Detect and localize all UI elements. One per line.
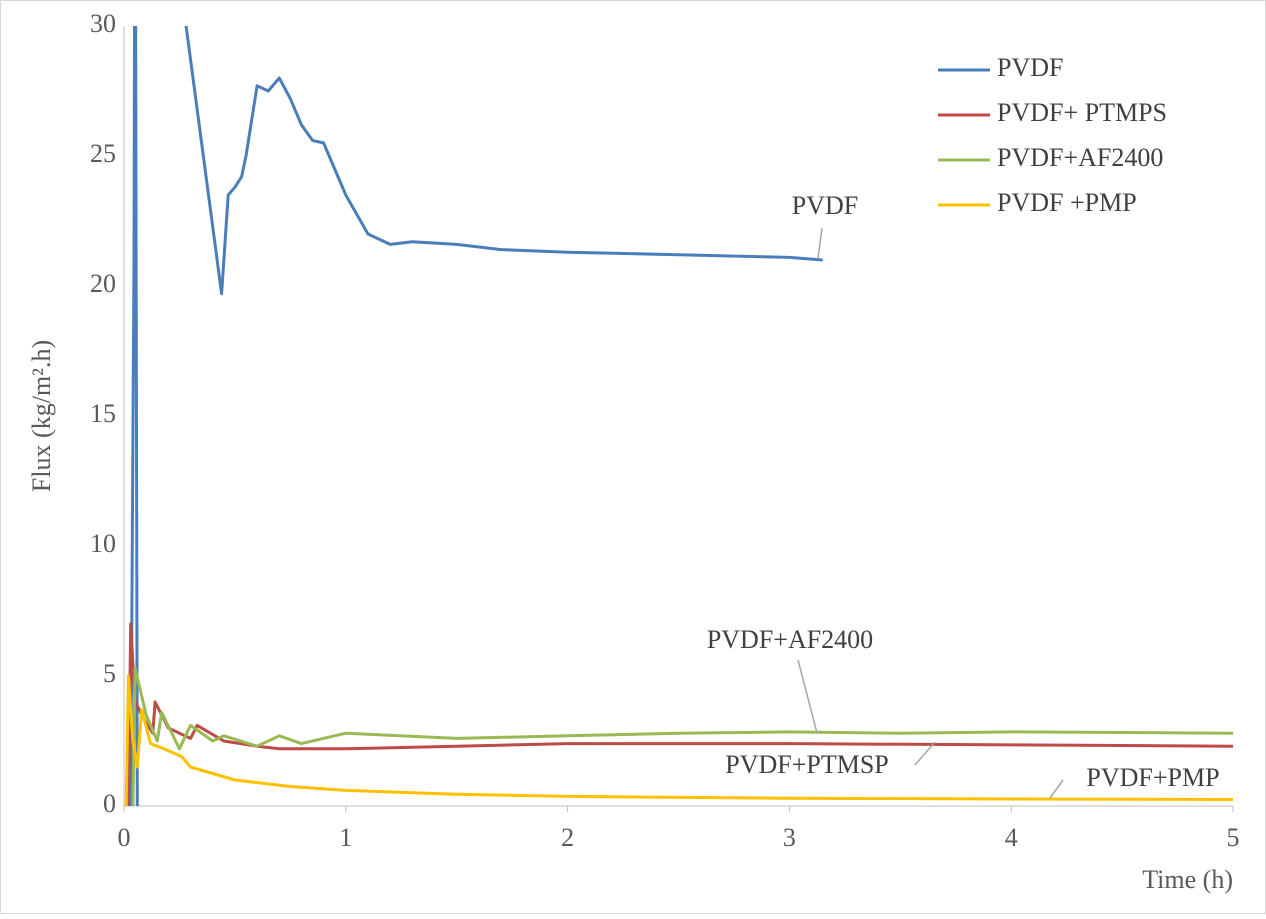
annotation-leader [797, 659, 818, 734]
y-tick-label: 10 [90, 529, 116, 558]
y-tick-label: 25 [90, 139, 116, 168]
annotation-leader [817, 227, 823, 259]
series-line [124, 674, 1233, 806]
annotation: PVDF+PTMSP [725, 750, 889, 779]
annotation-leader [1049, 779, 1064, 799]
legend-label: PVDF+AF2400 [997, 143, 1163, 172]
y-tick-label: 5 [103, 659, 116, 688]
legend-label: PVDF+ PTMPS [997, 98, 1167, 127]
x-tick-label: 3 [783, 823, 796, 852]
x-tick-label: 2 [561, 823, 574, 852]
annotation-leader [914, 741, 936, 766]
legend-label: PVDF [997, 53, 1063, 82]
x-tick-label: 5 [1227, 823, 1240, 852]
series-line [129, 26, 823, 806]
y-axis-title: Flux (kg/m².h) [27, 340, 56, 492]
x-axis-title: Time (h) [1142, 865, 1233, 894]
series-line [131, 666, 1233, 806]
annotation: PVDF+AF2400 [707, 625, 873, 654]
y-tick-label: 30 [90, 9, 116, 38]
y-tick-label: 20 [90, 269, 116, 298]
x-tick-label: 0 [118, 823, 131, 852]
annotation: PVDF+PMP [1086, 763, 1219, 792]
x-tick-label: 1 [339, 823, 352, 852]
y-tick-label: 0 [103, 789, 116, 818]
x-tick-label: 4 [1005, 823, 1018, 852]
y-tick-label: 15 [90, 399, 116, 428]
legend-label: PVDF +PMP [997, 188, 1137, 217]
plot [124, 26, 1233, 806]
annotation: PVDF [792, 191, 858, 220]
